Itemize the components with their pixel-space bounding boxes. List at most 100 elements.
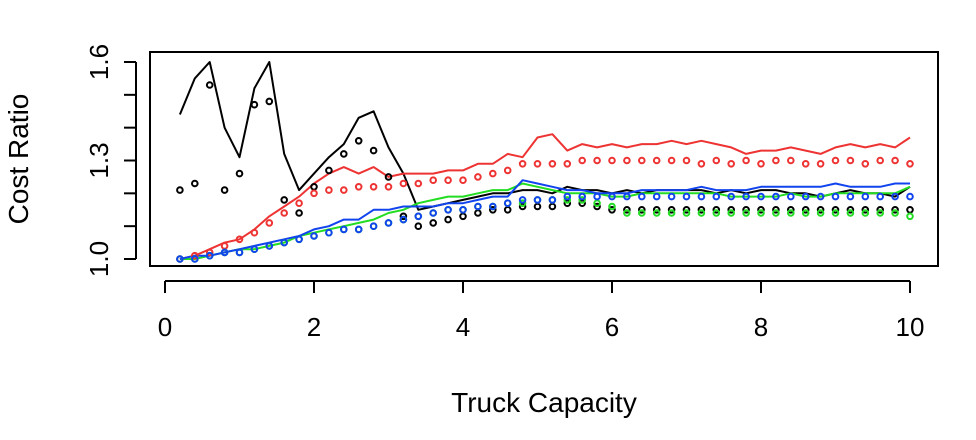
data-point [563, 192, 572, 201]
x-tick-label: 8 [754, 312, 768, 342]
data-point [459, 176, 467, 184]
data-point [682, 209, 691, 217]
data-point [295, 209, 303, 217]
data-point [891, 192, 899, 201]
data-point [414, 222, 423, 230]
x-tick-label: 0 [158, 312, 172, 342]
data-point [250, 100, 259, 109]
data-point [265, 219, 274, 227]
data-point [608, 192, 616, 201]
data-point [772, 192, 780, 201]
data-point [384, 173, 393, 181]
data-point [578, 192, 587, 201]
data-point [250, 228, 259, 237]
data-point [593, 202, 601, 211]
data-point [444, 215, 452, 224]
data-point [801, 206, 810, 214]
data-point [205, 248, 214, 257]
data-point [906, 192, 914, 201]
data-point [742, 206, 750, 214]
data-point [414, 179, 423, 188]
data-point [459, 206, 467, 214]
data-point [518, 199, 527, 207]
data-point [667, 209, 676, 217]
data-point [787, 192, 795, 201]
data-point [578, 156, 587, 165]
data-point [220, 186, 229, 194]
data-point [846, 209, 855, 217]
data-point [340, 186, 348, 194]
data-point [295, 199, 303, 207]
data-point [310, 232, 318, 240]
data-point [876, 209, 885, 217]
data-point [310, 189, 318, 198]
data-point [742, 209, 750, 217]
data-point [667, 192, 676, 201]
data-point [682, 156, 691, 165]
data-point [638, 206, 646, 214]
data-point [652, 192, 661, 201]
data-point [369, 146, 378, 155]
data-point [235, 169, 244, 178]
data-point [831, 209, 840, 217]
data-point [816, 160, 825, 168]
data-point [265, 242, 274, 250]
data-point [489, 206, 497, 214]
series-3 [179, 179, 910, 260]
data-point [697, 209, 706, 217]
data-point [369, 222, 378, 230]
data-point [697, 160, 706, 168]
data-point [891, 206, 899, 214]
data-point [682, 206, 691, 214]
data-point [325, 166, 333, 175]
data-point [831, 192, 840, 201]
series-layer [176, 61, 914, 263]
data-point [399, 215, 408, 224]
data-point [727, 160, 736, 168]
data-point [503, 166, 512, 175]
data-point [861, 160, 870, 168]
data-point [593, 192, 601, 201]
data-point [354, 183, 363, 191]
data-point [518, 202, 527, 211]
data-point [280, 196, 289, 204]
data-point [444, 206, 452, 214]
data-point [384, 183, 393, 191]
data-point [846, 156, 855, 165]
y-axis-title: Cost Ratio [3, 94, 34, 225]
data-point [205, 251, 214, 260]
data-point [831, 156, 840, 165]
data-point [354, 137, 363, 145]
data-point [518, 160, 527, 168]
data-point [861, 209, 870, 217]
data-point [325, 186, 333, 194]
data-point [608, 156, 616, 165]
data-point [846, 206, 855, 214]
data-point [354, 225, 363, 234]
data-point [623, 192, 631, 201]
data-point [801, 192, 810, 201]
data-point [369, 183, 378, 191]
data-point [757, 192, 765, 201]
data-point [861, 192, 870, 201]
series-5 [176, 156, 914, 263]
data-point [533, 196, 542, 204]
data-point [280, 209, 289, 217]
data-point [563, 160, 572, 168]
series-4 [176, 81, 914, 230]
series-line [179, 133, 911, 260]
data-point [712, 156, 721, 165]
x-axis: 0 2 4 6 8 10 [158, 280, 924, 342]
data-point [712, 206, 721, 214]
data-point [295, 235, 303, 244]
data-point [474, 173, 482, 181]
data-point [414, 212, 423, 221]
data-point [623, 206, 631, 214]
data-point [697, 206, 706, 214]
data-point [772, 156, 780, 165]
data-point [593, 156, 601, 165]
data-point [265, 97, 274, 106]
data-point [340, 150, 348, 158]
data-point [891, 156, 899, 165]
data-point [399, 179, 408, 188]
